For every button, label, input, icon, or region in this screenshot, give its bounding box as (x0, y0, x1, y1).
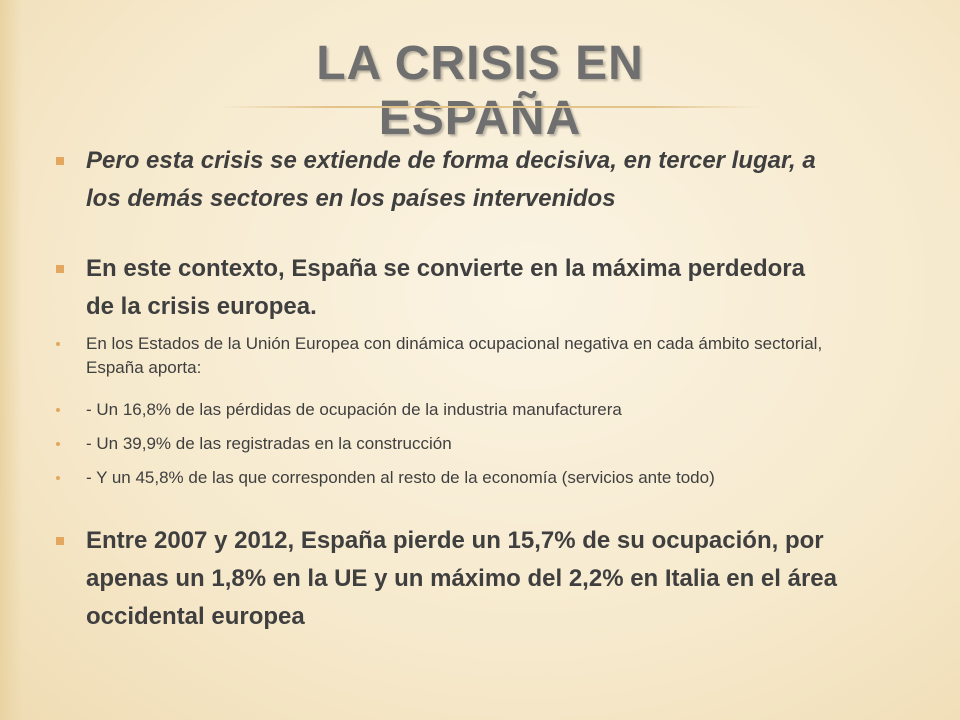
bullet-item: Pero esta crisis se extiende de forma de… (56, 142, 916, 218)
sub-bullet-text: - Un 39,9% de las registradas en la cons… (86, 434, 452, 453)
sub-bullet-item: - Un 16,8% de las pérdidas de ocupación … (56, 398, 916, 422)
sub-bullet-text: - Y un 45,8% de las que corresponden al … (86, 468, 715, 487)
bullet-text: En este contexto, España se convierte en… (86, 255, 805, 320)
dot-bullet-icon (56, 408, 60, 412)
square-bullet-icon (56, 265, 64, 273)
bullet-text: Entre 2007 y 2012, España pierde un 15,7… (86, 527, 837, 630)
dot-bullet-icon (56, 442, 60, 446)
bullet-item: Entre 2007 y 2012, España pierde un 15,7… (56, 522, 916, 636)
bullet-item: En este contexto, España se convierte en… (56, 250, 916, 326)
left-decorative-band (0, 0, 22, 720)
sub-bullet-text: En los Estados de la Unión Europea con d… (86, 334, 823, 377)
dot-bullet-icon (56, 476, 60, 480)
bullet-text: Pero esta crisis se extiende de forma de… (86, 147, 816, 212)
title-divider (220, 106, 760, 108)
sub-bullet-item: En los Estados de la Unión Europea con d… (56, 332, 916, 380)
slide-title: LA CRISIS EN ESPAÑA (316, 37, 644, 145)
square-bullet-icon (56, 537, 64, 545)
sub-bullet-item: - Un 39,9% de las registradas en la cons… (56, 432, 916, 456)
square-bullet-icon (56, 157, 64, 165)
sub-bullet-text: - Un 16,8% de las pérdidas de ocupación … (86, 400, 622, 419)
sub-bullet-item: - Y un 45,8% de las que corresponden al … (56, 466, 916, 490)
dot-bullet-icon (56, 342, 60, 346)
